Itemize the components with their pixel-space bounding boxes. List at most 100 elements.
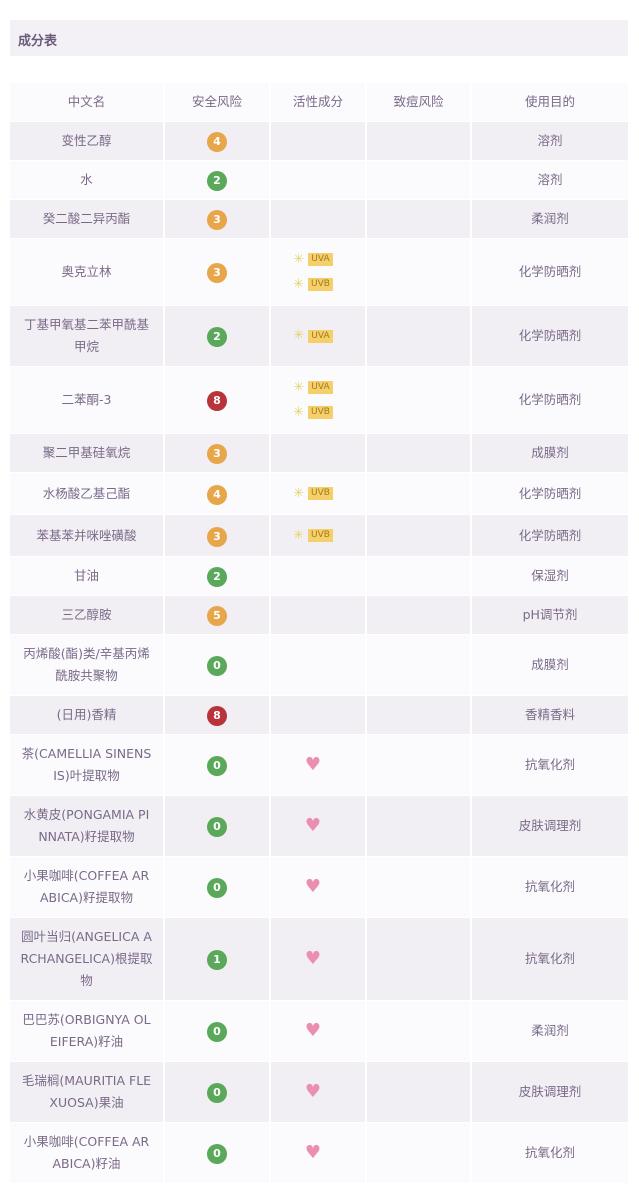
risk-badge: 3	[207, 526, 227, 547]
risk-cell: 3	[165, 239, 271, 306]
purpose-cell: 化学防晒剂	[472, 367, 628, 434]
risk-cell: 4	[165, 122, 271, 161]
risk-badge: 2	[207, 327, 227, 347]
ingredient-name: 二苯酮-3	[10, 367, 165, 434]
uv-tag: UVA	[308, 253, 333, 266]
section-title: 成分表	[10, 20, 628, 56]
active-cell: ♥	[271, 857, 367, 918]
risk-cell: 3	[165, 200, 271, 239]
uv-tag: UVB	[307, 529, 333, 542]
table-row: 水 2 溶剂	[10, 161, 628, 200]
risk-cell: 4	[165, 473, 271, 515]
active-cell: ♥	[271, 1062, 367, 1123]
risk-cell: 0	[165, 796, 271, 857]
risk-badge: 0	[207, 656, 227, 676]
active-cell: ✳ UVA ✳ UVB	[271, 367, 367, 434]
purpose-cell: 化学防晒剂	[472, 306, 628, 367]
acne-cell	[367, 1001, 472, 1062]
ingredient-name: 圆叶当归(ANGELICA ARCHANGELICA)根提取物	[10, 918, 165, 1001]
risk-badge: 0	[207, 756, 227, 776]
sun-icon: ✳	[293, 328, 305, 343]
ingredient-name: 茶(CAMELLIA SINENSIS)叶提取物	[10, 735, 165, 796]
heart-icon: ♥	[304, 1142, 322, 1163]
active-cell: ♥	[271, 735, 367, 796]
active-cell	[271, 635, 367, 696]
risk-badge: 4	[207, 484, 227, 505]
risk-cell: 3	[165, 434, 271, 473]
active-cell: ♥	[271, 1001, 367, 1062]
header-purpose: 使用目的	[472, 83, 628, 122]
risk-badge: 2	[207, 567, 227, 587]
acne-cell	[367, 161, 472, 200]
acne-cell	[367, 122, 472, 161]
active-cell: ✳ UVA ✳ UVB	[271, 239, 367, 306]
table-row: 丙烯酸(酯)类/辛基丙烯酰胺共聚物 0 成膜剂	[10, 635, 628, 696]
table-row: 甘油 2 保湿剂	[10, 557, 628, 596]
table-row: 奥克立林 3 ✳ UVA ✳ UVB 化学防晒剂	[10, 239, 628, 306]
table-row: 变性乙醇 4 溶剂	[10, 122, 628, 161]
risk-badge: 0	[207, 1022, 227, 1042]
active-cell: ♥	[271, 918, 367, 1001]
purpose-cell: 抗氧化剂	[472, 857, 628, 918]
heart-icon: ♥	[304, 754, 322, 775]
table-row: 聚二甲基硅氧烷 3 成膜剂	[10, 434, 628, 473]
risk-cell: 0	[165, 635, 271, 696]
acne-cell	[367, 200, 472, 239]
uv-tag: UVA	[308, 381, 333, 394]
purpose-cell: 溶剂	[472, 161, 628, 200]
heart-icon: ♥	[304, 948, 322, 969]
acne-cell	[367, 515, 472, 557]
risk-cell: 3	[165, 515, 271, 557]
risk-badge: 2	[207, 171, 227, 191]
table-row: 茶(CAMELLIA SINENSIS)叶提取物 0 ♥ 抗氧化剂	[10, 735, 628, 796]
purpose-cell: pH调节剂	[472, 596, 628, 635]
ingredient-name: 巴巴苏(ORBIGNYA OLEIFERA)籽油	[10, 1001, 165, 1062]
risk-cell: 8	[165, 696, 271, 735]
acne-cell	[367, 1123, 472, 1184]
active-cell: ✳ UVA	[271, 306, 367, 367]
risk-cell: 2	[165, 161, 271, 200]
acne-cell	[367, 1062, 472, 1123]
table-row: 二苯酮-3 8 ✳ UVA ✳ UVB 化学防晒剂	[10, 367, 628, 434]
table-row: 癸二酸二异丙酯 3 柔润剂	[10, 200, 628, 239]
purpose-cell: 抗氧化剂	[472, 1123, 628, 1184]
risk-badge: 8	[207, 391, 227, 411]
acne-cell	[367, 635, 472, 696]
table-header: 中文名 安全风险 活性成分 致痘风险 使用目的	[10, 83, 628, 122]
acne-cell	[367, 696, 472, 735]
ingredient-name: 水杨酸乙基己酯	[10, 473, 165, 515]
purpose-cell: 溶剂	[472, 122, 628, 161]
risk-badge: 0	[207, 1144, 227, 1164]
purpose-cell: 皮肤调理剂	[472, 1062, 628, 1123]
purpose-cell: 成膜剂	[472, 434, 628, 473]
table-row: 圆叶当归(ANGELICA ARCHANGELICA)根提取物 1 ♥ 抗氧化剂	[10, 918, 628, 1001]
table-row: 水杨酸乙基己酯 4 ✳ UVB 化学防晒剂	[10, 473, 628, 515]
risk-cell: 0	[165, 735, 271, 796]
header-risk: 安全风险	[165, 83, 271, 122]
risk-badge: 5	[207, 606, 227, 626]
acne-cell	[367, 796, 472, 857]
active-cell	[271, 696, 367, 735]
risk-badge: 8	[207, 706, 227, 726]
risk-cell: 2	[165, 306, 271, 367]
sun-icon: ✳	[293, 527, 304, 543]
active-cell	[271, 122, 367, 161]
ingredient-name: 癸二酸二异丙酯	[10, 200, 165, 239]
active-cell	[271, 161, 367, 200]
ingredient-name: 奥克立林	[10, 239, 165, 306]
risk-badge: 3	[207, 444, 227, 464]
ingredient-name: 甘油	[10, 557, 165, 596]
risk-badge: 4	[207, 132, 227, 152]
risk-badge: 0	[207, 1083, 227, 1103]
table-row: 丁基甲氧基二苯甲酰基甲烷 2 ✳ UVA 化学防晒剂	[10, 306, 628, 367]
ingredient-name: 变性乙醇	[10, 122, 165, 161]
sun-icon: ✳	[293, 251, 305, 267]
active-cell	[271, 596, 367, 635]
uv-tag: UVA	[308, 329, 333, 343]
sun-icon: ✳	[293, 485, 304, 501]
table-row: 小果咖啡(COFFEA ARABICA)籽油 0 ♥ 抗氧化剂	[10, 1123, 628, 1184]
purpose-cell: 抗氧化剂	[472, 918, 628, 1001]
acne-cell	[367, 596, 472, 635]
uv-tag: UVB	[307, 406, 333, 419]
heart-icon: ♥	[304, 815, 322, 836]
